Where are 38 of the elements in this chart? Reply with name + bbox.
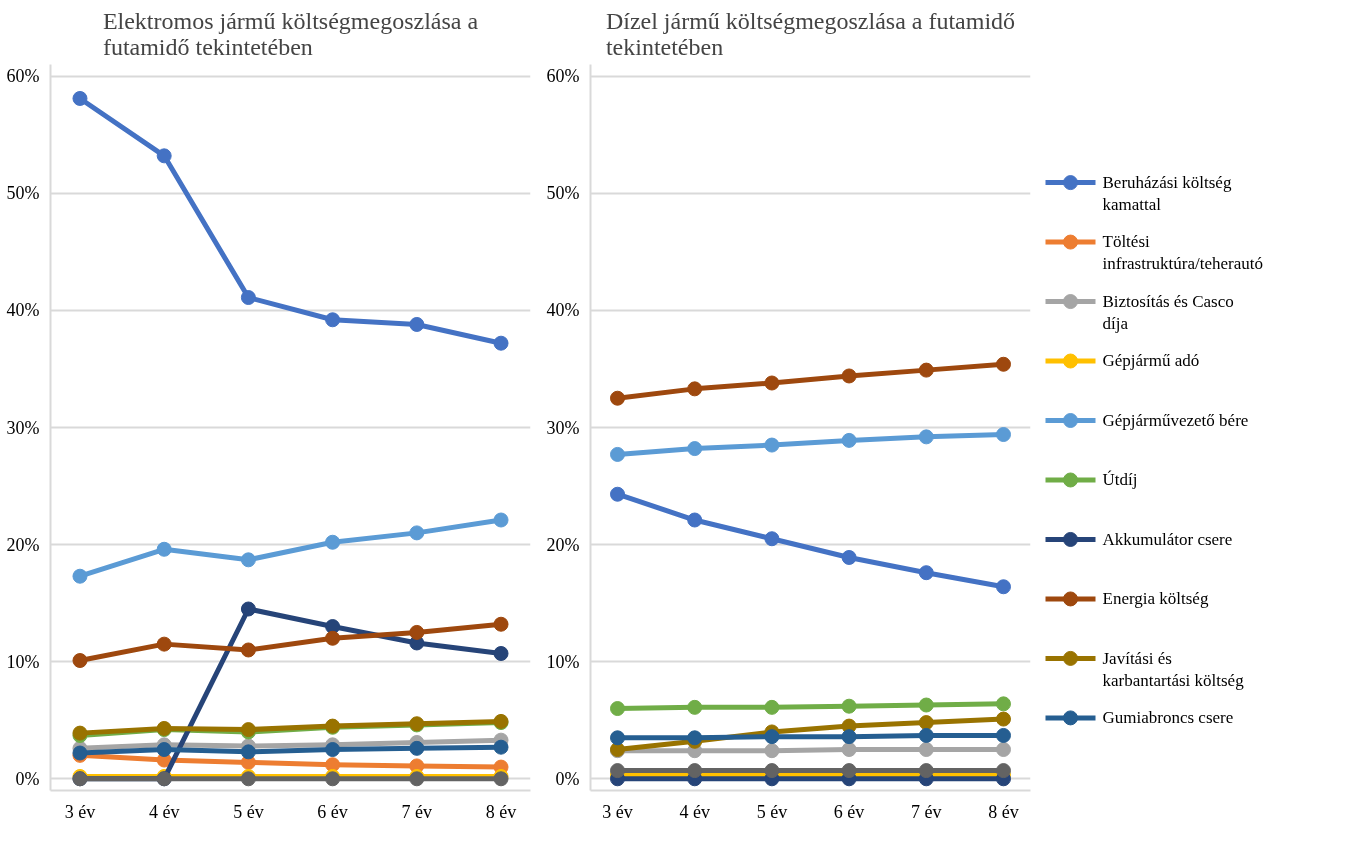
x-tick-label: 3 év xyxy=(602,801,633,822)
x-tick-label: 8 év xyxy=(485,801,517,822)
y-tick-label: 60% xyxy=(6,66,40,87)
legend-label: Javítási és karbantartási költség xyxy=(1102,648,1245,690)
legend-label: Energia költség xyxy=(1102,589,1209,609)
y-tick-label: 50% xyxy=(546,183,580,204)
legend-label: Gépjárművezető bére xyxy=(1102,410,1249,430)
legend-label: Akkumulátor csere xyxy=(1102,529,1233,549)
y-tick-label: 40% xyxy=(6,300,40,321)
legend-label: Gumiabroncs csere xyxy=(1102,708,1234,728)
x-tick-label: 6 év xyxy=(833,801,865,822)
x-tick-label: 5 év xyxy=(233,801,264,822)
legend-label: Beruházási költség kamattal xyxy=(1102,172,1232,214)
x-tick-label: 4 év xyxy=(679,801,710,822)
y-tick-label: 20% xyxy=(546,534,580,555)
x-tick-label: 7 év xyxy=(911,801,942,822)
y-tick-label: 10% xyxy=(6,651,40,672)
y-tick-label: 20% xyxy=(6,534,40,555)
y-tick-label: 30% xyxy=(546,417,580,438)
x-tick-label: 5 év xyxy=(756,801,788,822)
y-tick-label: 10% xyxy=(546,651,580,672)
x-tick-label: 4 év xyxy=(148,801,180,822)
y-tick-label: 0% xyxy=(15,768,40,789)
chart-title: Elektromos jármű költségmegoszlása a futamidő tekintetében xyxy=(102,7,479,60)
legend-label: Biztosítás és Casco díja xyxy=(1102,291,1234,333)
x-tick-label: 8 év xyxy=(988,801,1019,822)
legend-label: Útdíj xyxy=(1102,470,1138,490)
y-tick-label: 50% xyxy=(6,183,40,204)
x-tick-label: 7 év xyxy=(401,801,433,822)
y-tick-label: 30% xyxy=(6,417,40,438)
chart-title: Dízel jármű költségmegoszlása a futamidő tekintetében xyxy=(605,7,1016,60)
x-tick-label: 6 év xyxy=(317,801,348,822)
x-tick-label: 3 év xyxy=(64,801,96,822)
legend-label: Gépjármű adó xyxy=(1102,351,1200,371)
y-tick-label: 0% xyxy=(555,768,580,789)
legend-label: Töltési infrastruktúra/teherautó xyxy=(1102,232,1263,274)
y-tick-label: 60% xyxy=(546,66,580,87)
y-tick-label: 40% xyxy=(546,300,580,321)
